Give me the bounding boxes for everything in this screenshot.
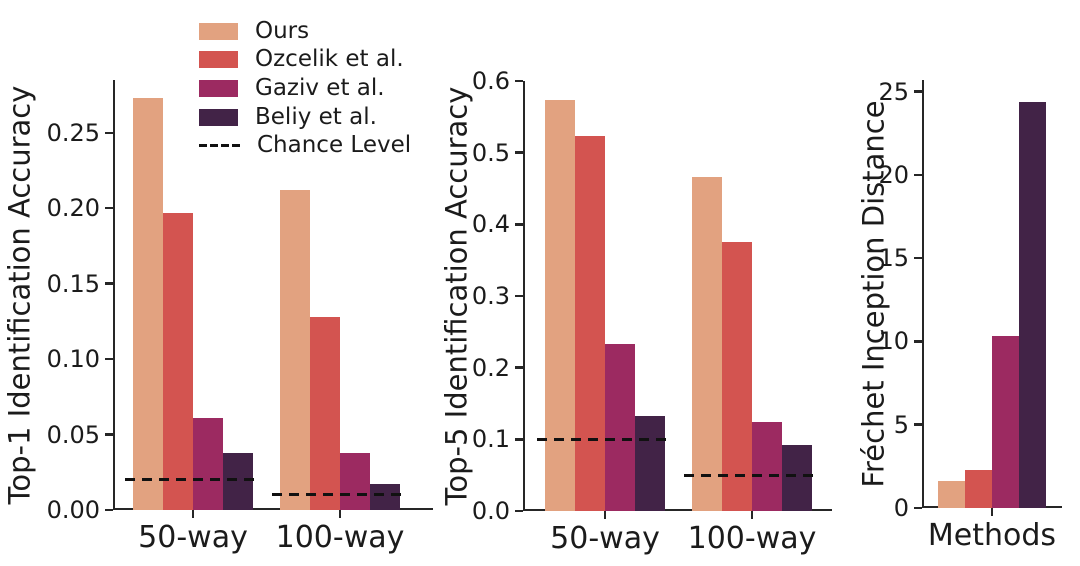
bar-beliy-et-al (223, 452, 253, 510)
bar-ours (133, 98, 163, 510)
y-tick-label: 0.15 (46, 269, 100, 298)
legend-item-ours: Ours (199, 17, 411, 46)
y-tick-label: 0.00 (46, 496, 100, 524)
y-tick-mark (914, 256, 922, 260)
bar-ours (280, 190, 310, 510)
y-tick-mark (914, 423, 922, 426)
y-tick-label: 0.0 (471, 497, 510, 525)
chance-level-line (537, 437, 673, 441)
legend-item-label: Chance Level (257, 132, 412, 159)
y-tick-label: 0.2 (471, 353, 510, 382)
bar-ours (692, 177, 722, 511)
bar-ours (545, 99, 575, 511)
y-axis-label: Top-5 Identification Accuracy (439, 86, 474, 506)
bar-gaziv-et-al (193, 417, 223, 510)
bar-ozcelik-et-al (722, 241, 752, 511)
y-tick-mark (914, 506, 922, 510)
y-tick-label: 0.10 (46, 345, 100, 374)
y-tick-label: 20 (878, 160, 909, 189)
y-tick-label: 15 (878, 244, 909, 273)
y-tick-label: 0.25 (46, 118, 100, 147)
y-tick-label: 0.3 (471, 282, 510, 310)
color-swatch (199, 79, 238, 97)
y-tick-label: 0.4 (471, 210, 510, 239)
x-tick-mark (338, 510, 342, 518)
x-tick-label: 50-way (550, 521, 660, 556)
y-tick-label: 0.20 (46, 194, 100, 223)
chance-level-line (125, 478, 261, 482)
y-axis-label: Top-1 Identification Accuracy (2, 85, 37, 505)
legend-item-ozcelik-et-al: Ozcelik et al. (199, 46, 411, 75)
bar-ozcelik-et-al (575, 136, 605, 511)
bar-ozcelik-et-al (310, 316, 340, 510)
bar-gaziv-et-al (992, 336, 1019, 508)
x-tick-mark (603, 511, 607, 519)
legend-item-gaziv-et-al: Gaziv et al. (199, 74, 411, 103)
bar-beliy-et-al (782, 445, 812, 511)
y-tick-mark (105, 433, 113, 436)
bar-gaziv-et-al (340, 452, 370, 510)
legend: Ours Ozcelik et al. Gaziv et al. Beliy et a… (199, 17, 411, 160)
color-swatch (199, 22, 238, 40)
y-tick-mark (105, 508, 113, 512)
plot-area (113, 80, 433, 510)
y-tick-label: 0.05 (46, 420, 100, 449)
y-tick-mark (914, 90, 922, 93)
legend-item-label: Beliy et al. (255, 103, 377, 130)
legend-item-label: Ours (255, 17, 310, 44)
y-tick-label: 10 (878, 327, 909, 356)
bar-gaziv-et-al (752, 422, 782, 511)
bar-gaziv-et-al (605, 344, 635, 511)
y-axis-label: Fréchet Inception Distance (856, 100, 891, 488)
y-tick-mark (914, 173, 922, 177)
y-tick-mark (105, 206, 113, 210)
y-tick-mark (515, 366, 523, 369)
x-tick-mark (191, 510, 195, 518)
chance-level-line (272, 493, 408, 497)
y-tick-mark (515, 151, 523, 154)
bar-beliy-et-al (1019, 101, 1046, 508)
x-tick-mark (750, 511, 754, 519)
y-tick-mark (105, 282, 113, 285)
y-tick-label: 0.1 (471, 425, 510, 454)
legend-item-chance-level: Chance Level (199, 131, 411, 160)
y-tick-label: 5 (893, 410, 909, 439)
bar-ozcelik-et-al (163, 212, 193, 510)
legend-item-beliy-et-al: Beliy et al. (199, 103, 411, 132)
x-tick-label: 50-way (138, 520, 248, 555)
bar-beliy-et-al (370, 484, 400, 510)
dashed-line-swatch (199, 144, 240, 148)
y-tick-mark (515, 438, 523, 441)
y-tick-label: 0 (893, 494, 909, 522)
color-swatch (199, 51, 238, 69)
y-tick-mark (515, 79, 523, 83)
y-tick-label: 0.5 (471, 138, 510, 167)
plot-area (523, 81, 832, 511)
y-tick-mark (515, 223, 523, 226)
bar-beliy-et-al (635, 416, 665, 511)
x-tick-label: 100-way (687, 521, 817, 556)
y-tick-label: 0.6 (471, 67, 510, 95)
x-tick-label: 100-way (275, 520, 405, 555)
y-tick-mark (105, 131, 113, 135)
y-tick-mark (914, 340, 922, 343)
color-swatch (199, 108, 238, 126)
legend-item-label: Ozcelik et al. (255, 46, 404, 73)
bar-ozcelik-et-al (965, 469, 992, 508)
y-tick-mark (515, 509, 523, 513)
legend-item-label: Gaziv et al. (255, 74, 385, 101)
y-tick-mark (105, 357, 113, 361)
chance-level-line (684, 473, 820, 477)
y-tick-mark (515, 294, 523, 298)
x-tick-mark (990, 508, 994, 516)
bar-ours (938, 481, 965, 508)
y-tick-label: 25 (878, 77, 909, 106)
x-tick-label: Methods (927, 518, 1057, 553)
